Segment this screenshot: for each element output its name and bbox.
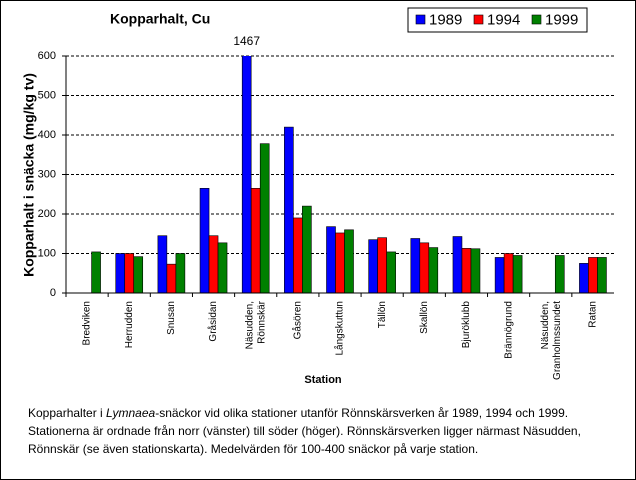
bar bbox=[461, 248, 472, 294]
bar bbox=[115, 253, 126, 294]
chart-title: Kopparhalt, Cu bbox=[110, 11, 210, 27]
legend-label: 1999 bbox=[545, 11, 578, 28]
bar bbox=[368, 239, 378, 294]
y-tick-label: 600 bbox=[38, 50, 56, 62]
bar bbox=[293, 217, 303, 294]
caption-text: Kopparhalter i bbox=[28, 406, 107, 420]
x-tick-label: Skallön bbox=[419, 301, 430, 334]
bar bbox=[259, 143, 270, 294]
x-tick-label: Bredviken bbox=[82, 301, 93, 345]
x-tick-label-line: Granholmssundet bbox=[551, 301, 562, 380]
legend-box bbox=[407, 7, 588, 33]
bar bbox=[175, 253, 186, 294]
bars bbox=[91, 56, 607, 294]
bar bbox=[494, 257, 505, 294]
bar bbox=[91, 251, 101, 294]
x-tick-label: Näsudden,Rönnskär bbox=[244, 300, 267, 349]
x-tick-label-line: Näsudden, bbox=[539, 301, 550, 349]
x-tick-label-line: Rönnskär bbox=[256, 300, 267, 343]
bar bbox=[470, 248, 481, 294]
bar bbox=[410, 238, 421, 294]
bar bbox=[133, 256, 144, 294]
y-tick-label: 500 bbox=[38, 89, 56, 101]
bar bbox=[326, 226, 336, 294]
bar bbox=[166, 263, 177, 294]
caption-italic: Lymnaea bbox=[106, 406, 156, 420]
y-tick-label: 200 bbox=[38, 208, 56, 220]
x-tick-label: Gråsidan bbox=[207, 301, 219, 342]
bar bbox=[124, 253, 135, 294]
bar bbox=[335, 232, 345, 294]
legend-swatch bbox=[415, 14, 426, 25]
x-tick-label: Näsudden,Granholmssundet bbox=[539, 301, 562, 380]
x-tick-label-line: Näsudden, bbox=[244, 301, 255, 349]
legend-label: 1994 bbox=[487, 11, 520, 28]
caption-text: -snäckor vid olika stationer utanför Rön… bbox=[28, 406, 581, 456]
caption: Kopparhalter i Lymnaea-snäckor vid olika… bbox=[28, 404, 624, 458]
bar bbox=[377, 237, 387, 294]
x-axis-label: Station bbox=[304, 374, 342, 386]
bar bbox=[554, 255, 565, 294]
legend-swatch bbox=[473, 14, 484, 25]
bar bbox=[588, 257, 598, 294]
y-axis-label: Kopparhalt i snäcka (mg/kg tv) bbox=[21, 73, 37, 277]
legend-swatch bbox=[531, 14, 542, 25]
bar bbox=[217, 242, 228, 294]
bar bbox=[157, 235, 168, 294]
bar-value-label: 1467 bbox=[233, 34, 260, 48]
x-tick-label: Långskuttun bbox=[334, 301, 346, 356]
x-tick-label: Gåsören bbox=[291, 301, 303, 339]
bar bbox=[386, 251, 396, 294]
bar bbox=[284, 126, 294, 294]
bar bbox=[579, 263, 589, 294]
x-tick-label: Tällön bbox=[377, 301, 388, 328]
x-tick-label: Snusan bbox=[166, 301, 177, 335]
x-tick-label: Ratan bbox=[588, 301, 599, 328]
bar bbox=[250, 188, 261, 294]
bar bbox=[344, 229, 354, 294]
x-tick-label: Bjuröklubb bbox=[461, 301, 472, 349]
bar bbox=[419, 242, 430, 294]
bar bbox=[199, 188, 210, 294]
y-tick-label: 0 bbox=[50, 287, 56, 299]
y-tick-label: 100 bbox=[38, 247, 56, 259]
bar bbox=[512, 255, 523, 294]
bar bbox=[452, 236, 463, 294]
x-tick-label: Herrudden bbox=[124, 301, 135, 348]
y-tick-label: 400 bbox=[38, 129, 56, 141]
bar bbox=[503, 253, 514, 294]
legend-label: 1989 bbox=[429, 11, 462, 28]
y-tick-label: 300 bbox=[38, 168, 56, 180]
bar bbox=[208, 235, 219, 294]
x-tick-label: Brännögrund bbox=[503, 301, 514, 359]
bar bbox=[428, 247, 439, 294]
bar bbox=[597, 257, 607, 294]
bar bbox=[302, 205, 312, 294]
